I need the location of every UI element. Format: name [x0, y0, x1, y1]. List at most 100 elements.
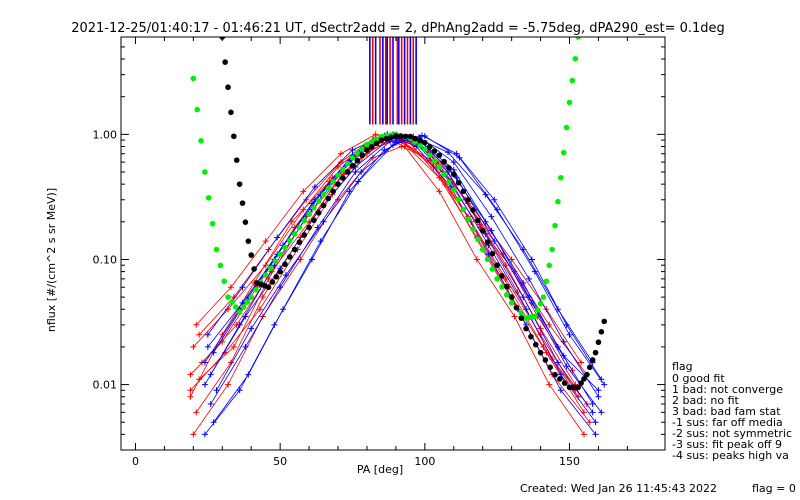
data-point-cross	[456, 154, 463, 161]
fit-curve-dot	[504, 292, 510, 298]
fit-curve-dot	[426, 144, 433, 150]
fit-curve-dot	[301, 232, 308, 238]
fit-curve-dot	[209, 220, 216, 227]
data-point-cross	[190, 431, 197, 438]
fit-curve-dot	[412, 135, 418, 142]
fit-curve-dot	[344, 169, 351, 175]
fit-curve-dot	[484, 256, 491, 263]
fit-curve-dot	[222, 59, 228, 65]
fit-curve-dot	[325, 185, 332, 191]
fit-curve-dot	[431, 148, 438, 154]
fit-curve-dot	[296, 224, 303, 231]
fit-curve-dot	[475, 217, 481, 224]
fit-curve-dot	[595, 339, 602, 346]
fit-curve-dot	[499, 273, 505, 279]
data-point-cross	[557, 387, 564, 394]
data-point-cross	[520, 246, 527, 253]
data-point-cross	[592, 431, 599, 438]
fit-curve-dot	[269, 279, 276, 285]
fit-curve-dot	[340, 175, 346, 181]
data-point-cross	[554, 359, 561, 366]
fit-curve-dot	[272, 258, 279, 265]
spectrum-line	[198, 136, 588, 375]
fit-curve-dot	[228, 109, 234, 116]
data-point-cross	[196, 331, 203, 338]
fit-curve-dot	[349, 154, 356, 161]
legend-item: 2 bad: no fit	[672, 394, 740, 407]
data-point-cross	[297, 256, 304, 263]
fit-curve-dot	[441, 171, 447, 178]
spectrum-line	[190, 136, 576, 391]
fit-curve-dot	[450, 171, 457, 178]
fit-curve-dot	[475, 236, 481, 243]
fit-curve-dot	[248, 252, 255, 258]
fit-curve-dot	[402, 133, 409, 140]
data-point-cross	[491, 196, 498, 203]
data-point-cross	[491, 238, 498, 245]
fit-curve-dot	[335, 172, 341, 179]
data-point-cross	[187, 371, 194, 378]
fit-curve-dot	[282, 261, 288, 268]
fit-curve-dot	[373, 140, 380, 147]
legend-item: -2 sus: not symmetric	[672, 427, 792, 440]
fit-curve-dot	[557, 376, 563, 382]
fit-curve-dot	[558, 174, 564, 181]
fit-curve-dot	[504, 283, 510, 290]
data-point-cross	[560, 352, 567, 359]
fit-curve-dot	[455, 179, 462, 186]
data-point-cross	[210, 419, 217, 426]
spectrum-line	[193, 139, 585, 413]
data-point-cross	[308, 256, 315, 263]
data-point-cross	[248, 325, 255, 332]
fit-curve-dot	[229, 299, 235, 305]
fit-curve-dot	[248, 294, 255, 300]
fit-curve-dot	[335, 181, 341, 187]
data-point-cross	[262, 262, 269, 269]
fit-curve-dot	[291, 246, 298, 253]
data-point-cross	[242, 313, 249, 320]
legend-item: -1 sus: far off media	[672, 416, 783, 429]
data-point-cross	[520, 294, 527, 301]
data-point-cross	[511, 313, 518, 320]
data-point-cross	[560, 338, 567, 345]
fit-curve-dot	[560, 149, 567, 156]
data-point-cross	[262, 238, 269, 245]
data-point-cross	[526, 275, 532, 282]
data-point-cross	[401, 143, 408, 150]
fit-curve-dot	[311, 217, 317, 223]
data-point-cross	[190, 343, 197, 350]
data-point-cross	[210, 349, 217, 356]
fit-curve-dot	[450, 187, 457, 193]
fit-curve-dot	[320, 191, 327, 198]
data-point-cross	[227, 284, 234, 291]
data-point-cross	[580, 431, 587, 438]
fit-curve-dot	[236, 181, 243, 187]
fit-curve-dot	[267, 265, 274, 271]
data-point-cross	[352, 169, 359, 176]
fit-curve-dot	[225, 294, 231, 300]
fit-curve-dot	[489, 266, 496, 272]
data-point-cross	[311, 183, 318, 190]
fit-curve-dot	[244, 299, 251, 305]
fit-curve-dot	[296, 239, 303, 246]
x-tick-label: 150	[559, 455, 580, 468]
data-point-cross	[236, 387, 243, 394]
fit-curve-dot	[330, 188, 336, 195]
fit-curve-dot	[561, 380, 568, 386]
fit-curve-dot	[460, 188, 467, 195]
fit-curve-dot	[592, 349, 599, 356]
fit-curve-dot	[417, 142, 423, 149]
spectrum-line	[207, 133, 596, 423]
fit-curve-dot	[489, 250, 496, 257]
data-point-cross	[369, 154, 376, 161]
fit-curve-dot	[236, 309, 243, 315]
fit-curve-dot	[531, 313, 538, 320]
y-tick-label: 0.10	[93, 253, 118, 266]
fit-curve-dot	[598, 329, 605, 335]
fit-curve-dot	[217, 262, 224, 269]
data-point-cross	[337, 159, 344, 166]
data-point-cross	[274, 234, 281, 241]
x-tick-label: 100	[414, 455, 435, 468]
data-point-cross	[187, 393, 194, 400]
data-point-cross	[601, 381, 608, 388]
